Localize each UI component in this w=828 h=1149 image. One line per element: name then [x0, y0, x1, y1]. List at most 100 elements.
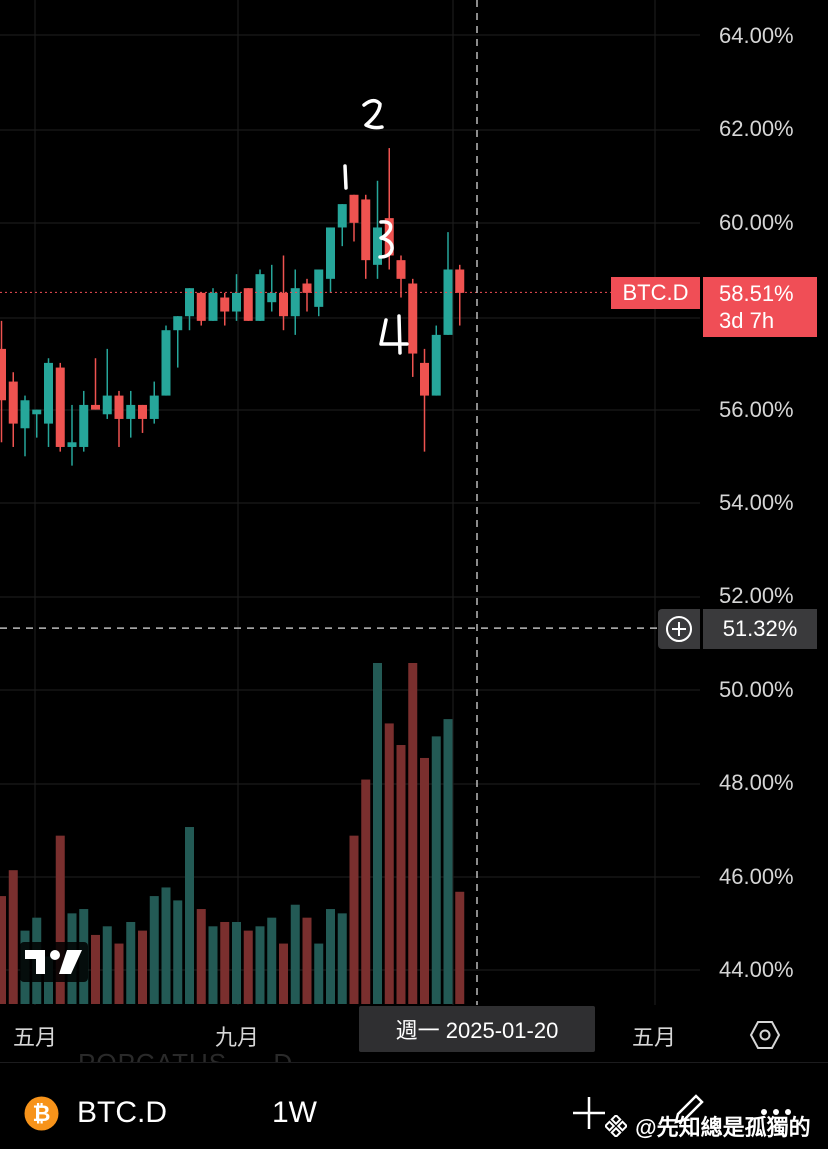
volume-bar [232, 921, 241, 1004]
candle-body [44, 362, 53, 424]
volume-bar [243, 930, 253, 1004]
pencil-icon [674, 1094, 704, 1124]
price-axis-tick: 50.00% [719, 676, 794, 702]
chart-settings-button[interactable] [748, 1018, 782, 1052]
candle-body [114, 395, 124, 419]
candle-body [232, 292, 241, 312]
candle-body [20, 400, 30, 429]
hexagon-settings-icon [749, 1021, 781, 1049]
volume-bar [302, 917, 312, 1004]
candle-body [8, 381, 18, 424]
candle-body [0, 348, 6, 401]
time-axis-label-september: 九月 [215, 1025, 260, 1050]
volume-bar [220, 921, 230, 1004]
volume-bar [114, 943, 124, 1004]
volume-bar [8, 870, 18, 1004]
wave-label-1: 1 [343, 164, 348, 190]
volume-bar [314, 943, 324, 1004]
candle-body [455, 269, 465, 293]
symbol-price-label: BTC.D [611, 277, 700, 309]
volume-bar [384, 723, 394, 1004]
candle-body [149, 395, 159, 419]
volume-bar [443, 719, 453, 1004]
volume-bar [431, 736, 441, 1004]
binance-logo-icon [603, 1113, 629, 1139]
price-axis-tick: 52.00% [719, 583, 794, 609]
tradingview-logo [19, 941, 89, 983]
candle-body [196, 292, 206, 321]
more-options-button[interactable] [756, 1102, 796, 1122]
volume-bar [455, 891, 465, 1004]
symbol-name[interactable]: BTC.D [77, 1096, 167, 1129]
candle-body [126, 404, 136, 419]
volume-bar [196, 909, 206, 1004]
volume-bar [408, 663, 418, 1004]
candle-body [102, 395, 112, 415]
symbol-footer-bar [0, 1062, 828, 1149]
volume-bar [149, 896, 159, 1004]
bitcoin-icon[interactable]: ₿ [24, 1096, 59, 1131]
volume-bar [138, 930, 147, 1004]
svg-text:₿: ₿ [33, 1102, 51, 1127]
crosshair-icon [573, 1097, 605, 1129]
candlestick-chart[interactable]: 1 2 3 4 [0, 0, 828, 1005]
volume-bar [373, 663, 382, 1004]
price-axis-tick: 46.00% [719, 863, 794, 889]
candle-body [290, 288, 300, 317]
timeframe-selector[interactable]: 1W [272, 1096, 317, 1129]
plus-circle-icon [666, 616, 692, 642]
candle-body [161, 330, 171, 396]
price-axis-tick: 64.00% [719, 23, 794, 48]
crosshair-price-tag: 51.32% [703, 609, 817, 649]
crosshair-date-text: 週一 2025-01-20 [395, 1018, 559, 1043]
wave-label-3: 3 [378, 220, 394, 259]
candle-body [55, 367, 65, 447]
crosshair-add-button[interactable] [658, 609, 700, 649]
price-axis-tick: 62.00% [719, 116, 794, 142]
candle-body [279, 292, 288, 317]
drawing-tool-button[interactable] [668, 1090, 708, 1130]
volume-bar [361, 779, 371, 1004]
candle-body [79, 404, 89, 447]
candle-body [220, 297, 230, 312]
volume-bar [173, 900, 183, 1004]
candle-body [326, 227, 335, 279]
volume-bar [396, 745, 406, 1004]
volume-bar [255, 926, 265, 1004]
price-axis-tick: 48.00% [719, 770, 794, 796]
tradingview-logo-icon [20, 942, 88, 982]
crosshair-tool-button[interactable] [570, 1094, 608, 1132]
chart-overlays: 1 2 3 4 [0, 0, 700, 1005]
candle-body [67, 442, 77, 447]
wave-label-2: 2 [362, 99, 384, 130]
volume-bar [91, 934, 100, 1004]
candle-body [314, 269, 324, 307]
candle-body [32, 409, 42, 415]
time-axis-label-may: 五月 [13, 1025, 58, 1050]
price-axis-tick: 60.00% [719, 209, 794, 235]
candle-body [302, 283, 312, 293]
crosshair-price-value: 51.32% [722, 616, 798, 641]
watermark-text: @先知總是孤獨的 [635, 1115, 811, 1140]
volume-bar [326, 909, 335, 1004]
price-tag-symbol: BTC.D [622, 280, 689, 305]
candle-body [243, 288, 253, 321]
author-watermark: @先知總是孤獨的 [603, 1110, 811, 1142]
volume-bar [126, 921, 136, 1004]
candle-body [408, 283, 418, 354]
candle-body [373, 227, 382, 265]
candle-body [420, 362, 429, 396]
volume-bar [420, 757, 429, 1004]
time-axis-label-may-next: 五月 [632, 1025, 677, 1050]
volume-bar [185, 827, 194, 1004]
volume-bar [267, 917, 277, 1004]
volume-bar [161, 887, 171, 1004]
candle-body [384, 218, 394, 256]
candle-body [255, 274, 265, 321]
volume-bar [0, 896, 6, 1004]
volume-bar [279, 943, 288, 1004]
candle-body [91, 404, 100, 410]
candle-body [138, 404, 147, 419]
crosshair-date-label: 週一 2025-01-20 [359, 1006, 595, 1052]
candle-body [337, 204, 347, 228]
